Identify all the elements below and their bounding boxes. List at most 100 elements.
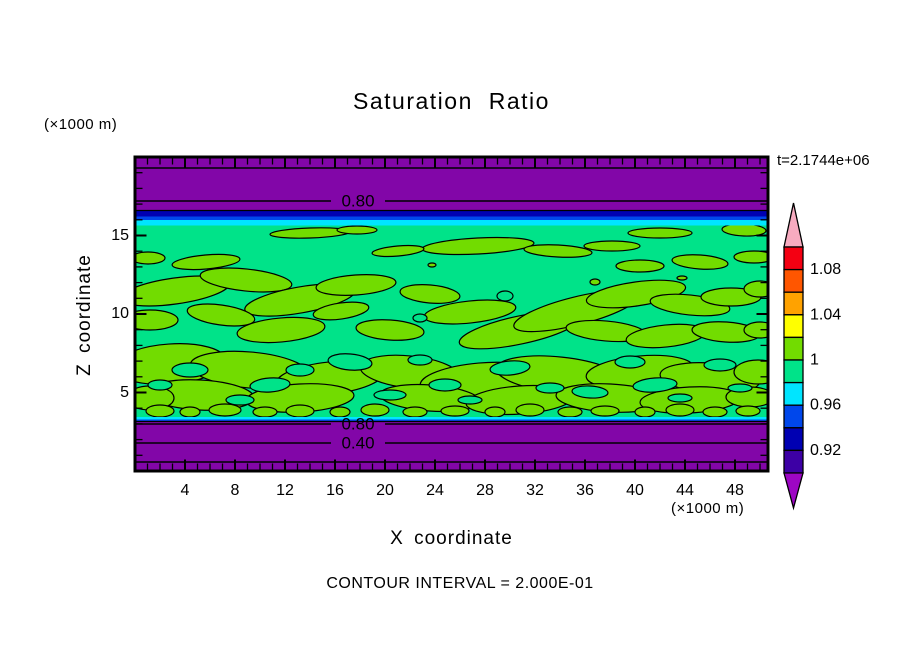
colorbar-segment: [783, 314, 804, 339]
green-hole: [632, 377, 678, 393]
green-hole: [412, 313, 428, 323]
colorbar-segment: [783, 404, 804, 429]
chartreuse-eddy: [515, 403, 545, 417]
y-tick-labels: 5 10 15: [95, 0, 129, 654]
chartreuse-eddy: [360, 403, 390, 417]
green-hole: [327, 353, 373, 371]
colorbar-segment: [783, 246, 804, 271]
contour-label: 0.80: [341, 415, 374, 434]
chartreuse-eddy: [733, 250, 768, 264]
green-hole: [285, 363, 315, 377]
field-band-purple: [135, 157, 768, 211]
colorbar-segment: [783, 359, 804, 384]
field-band-blue: [135, 419, 768, 422]
x-tick-label: 16: [326, 482, 344, 499]
contour-label: 0.80: [341, 192, 374, 211]
colorbar-label: 0.92: [810, 442, 841, 459]
field-band-blue: [135, 216, 768, 220]
chartreuse-eddy: [329, 406, 351, 417]
field-band-cyan: [135, 220, 768, 226]
colorbar-segment: [783, 268, 804, 293]
x-tick-labels: 4 8 12 16 20 24 28 32 36 40 44 48: [0, 482, 904, 502]
chartreuse-eddy: [665, 403, 695, 417]
green-hole: [667, 393, 693, 403]
field-band-cyan: [135, 417, 768, 420]
x-tick-label: 48: [726, 482, 744, 499]
chartreuse-eddy: [721, 225, 767, 237]
green-hole: [457, 395, 483, 405]
chartreuse-eddy: [634, 406, 656, 417]
colorbar-segment: [783, 427, 804, 452]
chartreuse-eddy: [236, 316, 326, 344]
chartreuse-eddy: [199, 267, 293, 293]
chartreuse-eddy: [523, 244, 593, 258]
chartreuse-eddy: [743, 321, 768, 339]
green-hole: [171, 362, 209, 378]
colorbar-top-arrow: [783, 202, 804, 248]
green-hole: [373, 389, 407, 401]
field-band-navy: [135, 210, 768, 217]
chartreuse-eddy: [427, 262, 437, 268]
chartreuse-eddy: [135, 251, 166, 265]
chartreuse-eddy: [208, 403, 242, 417]
green-hole: [496, 290, 514, 302]
chartreuse-eddy: [135, 309, 179, 331]
x-tick-label: 28: [476, 482, 494, 499]
chartreuse-eddy: [676, 275, 688, 281]
chartreuse-eddy: [145, 404, 175, 417]
green-hole: [428, 378, 462, 392]
green-hole: [535, 382, 565, 394]
chartreuse-eddy: [627, 227, 693, 239]
x-axis-title: X coordinate: [390, 528, 513, 549]
y-tick-label: 5: [120, 383, 129, 401]
x-tick-label: 12: [276, 482, 294, 499]
colorbar-segment: [783, 381, 804, 406]
chartreuse-eddy: [735, 405, 761, 417]
chartreuse-eddy: [371, 244, 425, 258]
colorbar-bottom-arrow: [783, 472, 804, 511]
colorbar-label: 0.96: [810, 397, 841, 414]
x-tick-label: 24: [426, 482, 444, 499]
chartreuse-eddy: [355, 319, 425, 341]
x-tick-label: 8: [230, 482, 240, 499]
chartreuse-eddy: [312, 301, 370, 321]
colorbar-segment: [783, 336, 804, 361]
chartreuse-eddy: [171, 253, 241, 271]
y-tick-label: 10: [111, 305, 129, 322]
green-hole: [147, 379, 173, 391]
eddy-field: [135, 225, 768, 417]
x-tick-label: 36: [576, 482, 594, 499]
colorbar-label: 1.04: [810, 306, 841, 323]
x-tick-label: 44: [676, 482, 694, 499]
chartreuse-eddy: [702, 406, 728, 417]
chartreuse-eddy: [440, 405, 470, 417]
x-axis-unit-label: (×1000 m): [671, 500, 745, 517]
y-axis-title: Z coordinate: [74, 254, 95, 376]
x-tick-label: 40: [626, 482, 644, 499]
x-tick-label: 20: [376, 482, 394, 499]
green-hole: [249, 377, 291, 393]
chartreuse-eddy: [484, 406, 506, 417]
chartreuse-eddy: [285, 404, 315, 417]
green-hole: [407, 354, 433, 366]
chartreuse-eddy: [615, 259, 665, 273]
y-axis-unit-label: (×1000 m): [44, 116, 118, 133]
chartreuse-eddy: [399, 284, 461, 304]
chartreuse-eddy: [589, 278, 601, 286]
chartreuse-eddy: [557, 406, 583, 417]
x-tick-label: 32: [526, 482, 544, 499]
green-hole: [727, 383, 753, 393]
chartreuse-eddy: [186, 303, 256, 327]
colorbar-label: 1: [810, 352, 819, 369]
chartreuse-eddy: [590, 405, 620, 417]
chartreuse-eddy: [336, 225, 378, 235]
green-hole: [571, 385, 609, 399]
plot-title: Saturation Ratio: [353, 88, 550, 114]
chartreuse-eddy: [671, 254, 729, 270]
y-tick-label: 15: [111, 226, 129, 244]
chartreuse-eddy: [733, 359, 768, 385]
chartreuse-eddy: [252, 406, 278, 417]
contour-interval-text: CONTOUR INTERVAL = 2.000E-01: [326, 575, 594, 592]
